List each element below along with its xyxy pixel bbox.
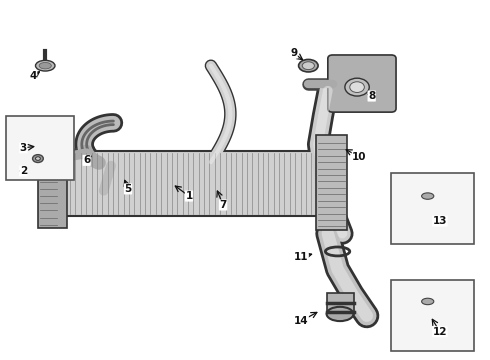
Text: 7: 7 [220,200,227,210]
Text: 4: 4 [29,71,37,81]
Ellipse shape [345,78,369,96]
Ellipse shape [32,155,43,162]
Text: 5: 5 [124,184,132,194]
Ellipse shape [298,59,318,72]
Ellipse shape [302,62,315,69]
Text: 14: 14 [294,316,308,326]
Text: 13: 13 [433,216,447,226]
Text: 2: 2 [20,166,27,176]
Text: 11: 11 [294,252,308,262]
FancyBboxPatch shape [6,116,74,180]
FancyBboxPatch shape [391,280,474,351]
Ellipse shape [35,60,55,71]
Ellipse shape [350,82,365,93]
Text: 12: 12 [433,327,447,337]
Bar [316,135,347,230]
Ellipse shape [421,193,434,199]
Text: 3: 3 [20,143,27,153]
Text: 1: 1 [185,191,193,201]
Bar [60,152,318,216]
Ellipse shape [35,157,40,160]
FancyBboxPatch shape [328,55,396,112]
Text: 8: 8 [368,91,375,101]
Ellipse shape [39,63,51,69]
Ellipse shape [421,298,434,305]
Bar [327,293,354,314]
Text: 6: 6 [83,156,90,165]
Ellipse shape [327,307,353,321]
Bar [38,139,67,228]
FancyBboxPatch shape [391,173,474,244]
Text: 9: 9 [290,48,297,58]
Text: 10: 10 [352,152,367,162]
